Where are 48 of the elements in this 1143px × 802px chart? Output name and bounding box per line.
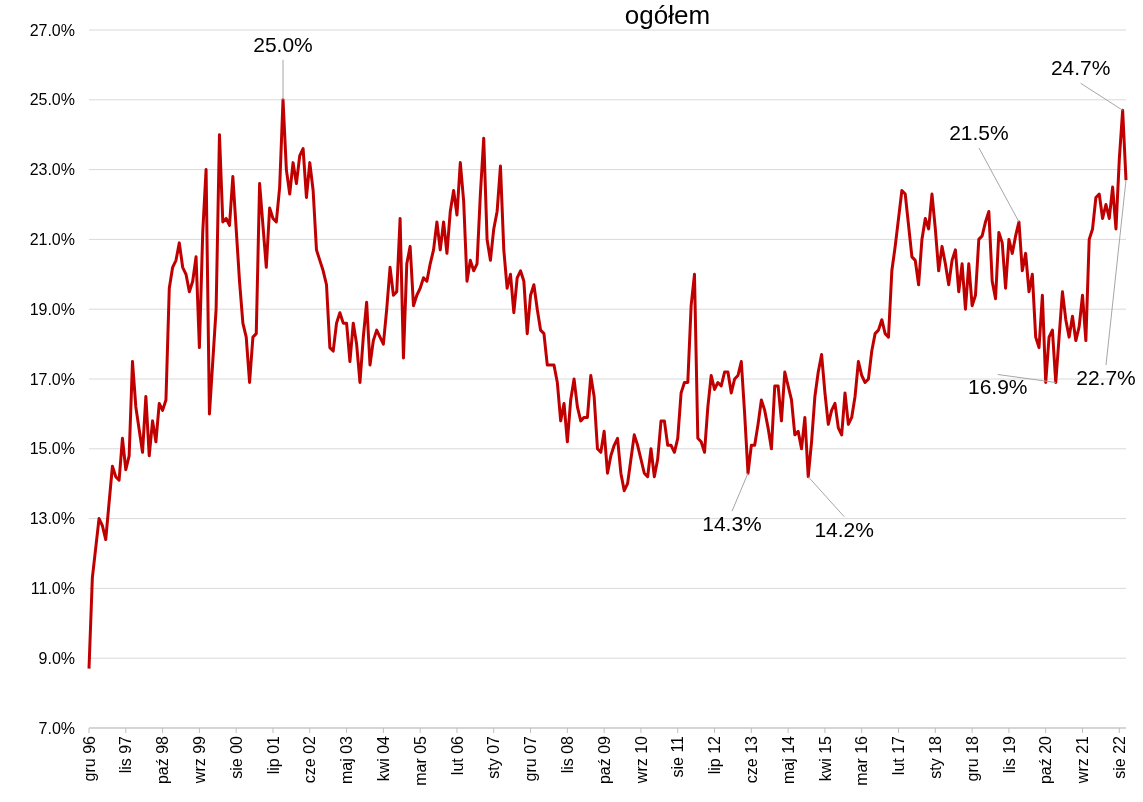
y-tick-label: 13.0%: [29, 510, 75, 528]
y-tick-label: 23.0%: [29, 161, 75, 179]
x-tick-label: wrz 10: [632, 735, 650, 785]
x-tick-label: gru 18: [963, 735, 981, 782]
x-tick-label: wrz 99: [190, 735, 208, 785]
x-tick-label: cze 13: [742, 735, 760, 784]
y-tick-label: 19.0%: [29, 300, 75, 318]
x-tick-label: sie 00: [227, 735, 245, 779]
x-tick-label: lut 06: [448, 735, 466, 776]
y-tick-label: 9.0%: [38, 649, 75, 667]
x-tick-label: paź 09: [595, 735, 613, 785]
annotation: 22.7%: [1076, 366, 1136, 390]
y-tick-label: 25.0%: [29, 91, 75, 109]
x-tick-label: paź 98: [154, 735, 172, 785]
x-tick-label: gru 07: [522, 735, 540, 782]
x-tick-label: sie 11: [669, 735, 687, 778]
x-tick-label: kwi 15: [816, 735, 834, 782]
x-tick-label: kwi 04: [374, 735, 392, 782]
x-tick-label: mar 16: [853, 735, 871, 786]
x-tick-label: lis 97: [117, 735, 135, 774]
x-tick-label: lis 19: [1000, 735, 1018, 774]
x-tick-label: lut 17: [890, 735, 908, 776]
annotation: 16.9%: [967, 375, 1028, 399]
y-tick-label: 17.0%: [29, 370, 75, 388]
y-tick-label: 11.0%: [30, 580, 75, 597]
annotation: 24.7%: [1050, 56, 1111, 80]
annotation: 21.5%: [949, 120, 1009, 144]
x-tick-label: lip 01: [264, 735, 282, 775]
chart-title: ogółem: [624, 0, 711, 30]
x-tick-label: sty 18: [926, 735, 944, 779]
x-tick-label: maj 14: [779, 735, 797, 785]
annotation: 14.2%: [814, 517, 874, 541]
y-tick-label: 21.0%: [29, 231, 75, 248]
x-tick-label: cze 02: [301, 735, 319, 784]
y-tick-label: 27.0%: [29, 21, 75, 39]
x-tick-label: maj 03: [338, 735, 356, 785]
x-tick-label: gru 96: [80, 735, 98, 782]
x-tick-label: sie 22: [1110, 735, 1128, 779]
x-tick-label: lip 12: [706, 735, 724, 775]
x-tick-label: wrz 21: [1074, 735, 1092, 785]
x-tick-label: lis 08: [558, 735, 576, 774]
annotation: 14.3%: [702, 512, 762, 536]
x-tick-label: mar 05: [411, 735, 429, 786]
x-tick-label: sty 07: [485, 735, 503, 779]
x-tick-label: paź 20: [1037, 735, 1055, 785]
y-tick-label: 15.0%: [29, 440, 75, 458]
annotation: 25.0%: [253, 32, 313, 56]
y-tick-label: 7.0%: [38, 719, 75, 737]
